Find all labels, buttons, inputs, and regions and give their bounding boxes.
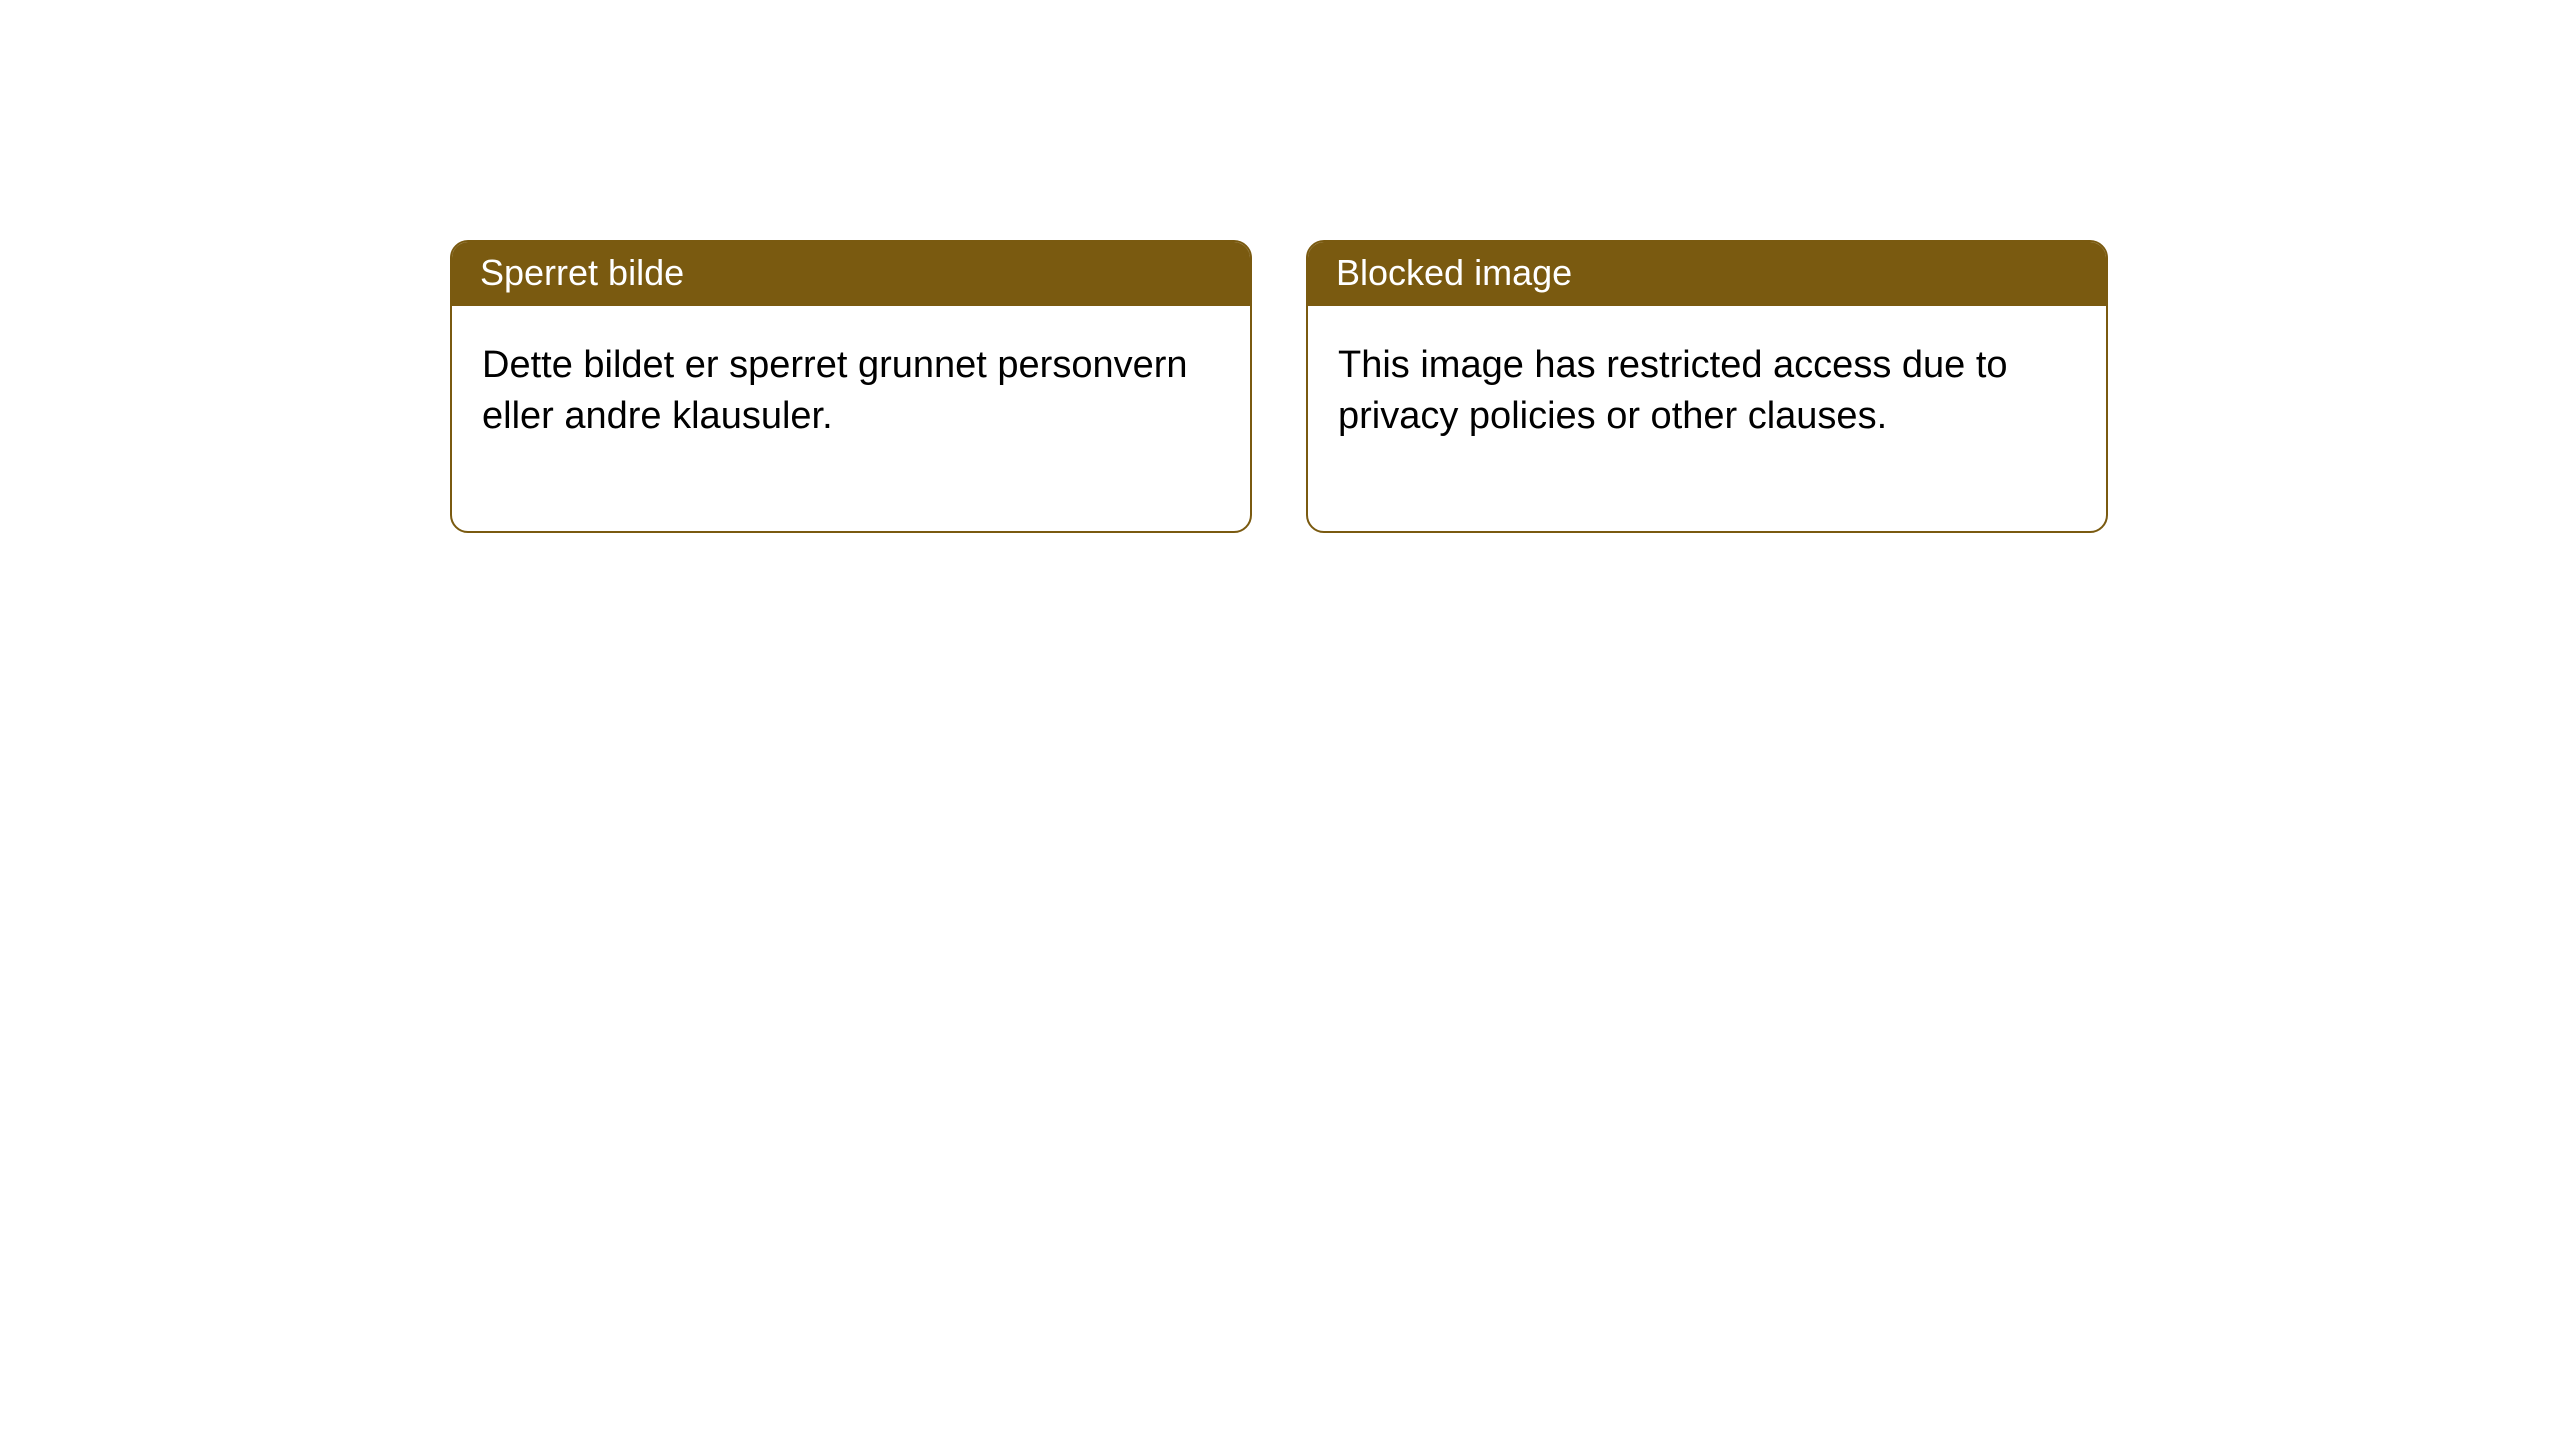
notice-header-norwegian: Sperret bilde xyxy=(452,242,1250,306)
notice-body-english: This image has restricted access due to … xyxy=(1308,306,2106,531)
notice-header-english: Blocked image xyxy=(1308,242,2106,306)
notice-box-norwegian: Sperret bilde Dette bildet er sperret gr… xyxy=(450,240,1252,533)
notice-container: Sperret bilde Dette bildet er sperret gr… xyxy=(0,0,2560,533)
notice-body-norwegian: Dette bildet er sperret grunnet personve… xyxy=(452,306,1250,531)
notice-box-english: Blocked image This image has restricted … xyxy=(1306,240,2108,533)
